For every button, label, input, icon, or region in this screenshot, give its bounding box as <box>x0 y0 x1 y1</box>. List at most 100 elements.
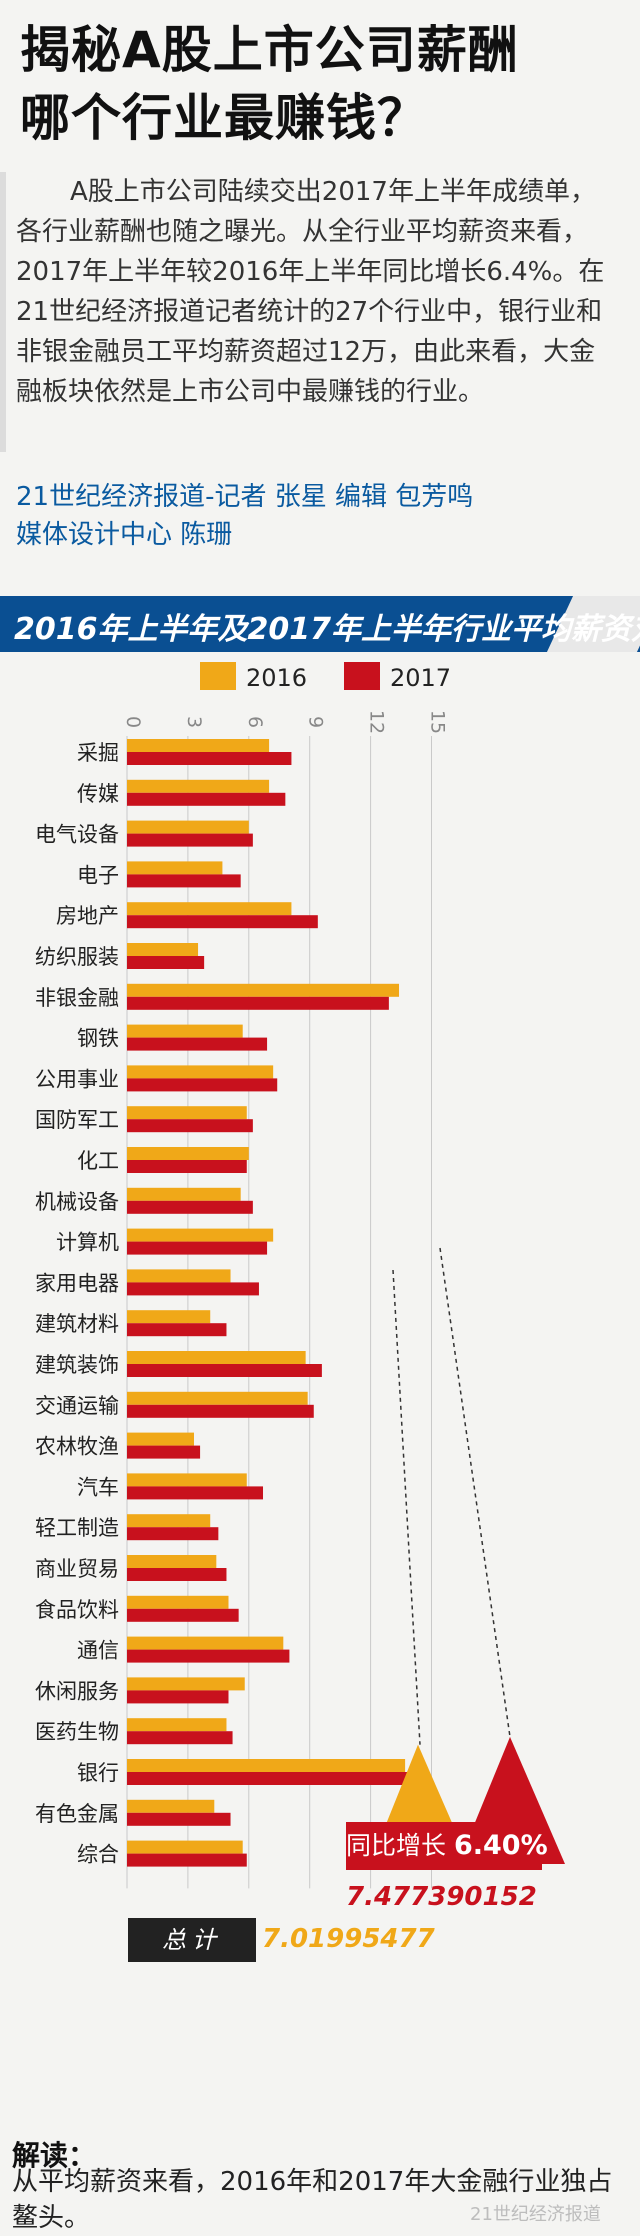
bar-2016 <box>127 1514 211 1528</box>
page-title-line1: 揭秘A股上市公司薪酬 <box>20 21 519 79</box>
bar-2016 <box>127 1187 241 1201</box>
bar-2016 <box>127 1636 284 1650</box>
category-label: 交通运输 <box>35 1394 119 1418</box>
bar-2017 <box>127 1037 268 1051</box>
bar-2016 <box>127 779 270 793</box>
bar-2017 <box>127 1160 247 1173</box>
category-label: 非银金融 <box>35 986 119 1010</box>
bar-2017 <box>127 1812 231 1826</box>
salary-bar-chart: 2016 2017 0 3 6 9 12 15 采掘传媒电气设备电子房地产纺织服装非银金融钢铁公… <box>35 662 565 1889</box>
bar-2017 <box>127 874 241 888</box>
bar-2017 <box>127 1323 227 1337</box>
bar-2016 <box>127 1065 274 1079</box>
bar-2017 <box>127 1078 278 1092</box>
bar-2017 <box>127 996 389 1010</box>
category-label: 电气设备 <box>35 823 119 847</box>
total-2016-value: 7.01995477 <box>262 1924 435 1954</box>
category-label: 医药生物 <box>35 1720 119 1744</box>
growth-badge: 同比增长 6.40% <box>346 1822 548 1870</box>
bar-2017 <box>127 1568 227 1581</box>
category-label: 采掘 <box>77 741 119 765</box>
category-label: 电子 <box>77 863 119 887</box>
legend-label-2017: 2017 <box>390 664 451 692</box>
category-label: 传媒 <box>77 782 119 806</box>
legend-label-2016: 2016 <box>246 664 307 692</box>
bar-2016 <box>127 1147 249 1160</box>
bar-2016 <box>127 1555 217 1568</box>
category-label: 轻工制造 <box>35 1516 119 1540</box>
category-label: 化工 <box>77 1149 119 1173</box>
tick-label: 9 <box>305 716 327 728</box>
chart-title-ribbon: 2016年上半年及2017年上半年行业平均薪资对比 <box>0 596 640 652</box>
bar-2016 <box>127 861 223 875</box>
bar-2016 <box>127 1432 194 1446</box>
category-label: 公用事业 <box>35 1067 119 1091</box>
tick-label: 0 <box>122 716 144 728</box>
bar-2016 <box>127 1718 227 1732</box>
chart-title: 2016年上半年及2017年上半年行业平均薪资对比 <box>14 612 640 647</box>
tick-label: 6 <box>244 716 266 728</box>
analysis-heading: 解读： <box>12 2139 97 2172</box>
category-label: 国防军工 <box>35 1108 119 1132</box>
leader-2016 <box>392 1269 421 1745</box>
bar-2016 <box>127 1106 247 1120</box>
bar-2017 <box>127 1853 247 1867</box>
bar-2016 <box>127 1351 306 1364</box>
bar-2017 <box>127 1282 259 1296</box>
header: 揭秘A股上市公司薪酬 哪个行业最赚钱？ A股上市公司陆续交出2017年上半年成绩… <box>0 0 640 620</box>
bar-2016 <box>127 983 400 997</box>
category-label: 商业贸易 <box>35 1557 119 1581</box>
category-label: 综合 <box>77 1843 119 1867</box>
category-label: 通信 <box>77 1639 119 1663</box>
bar-2017 <box>127 1241 268 1255</box>
bar-2016 <box>127 902 292 916</box>
bar-2016 <box>127 1473 247 1487</box>
bar-2017 <box>127 1404 314 1418</box>
page-title-line2: 哪个行业最赚钱？ <box>20 89 428 147</box>
total-label: 总计 <box>128 1918 256 1962</box>
bar-2017 <box>127 1486 264 1500</box>
bar-2016 <box>127 1677 245 1691</box>
bar-2016 <box>127 820 249 834</box>
bar-2017 <box>127 1364 322 1377</box>
bar-2016 <box>127 1310 211 1324</box>
analysis-text: 从平均薪资来看，2016年和2017年大金融行业独占鳌头。 <box>12 2167 613 2233</box>
bar-2016 <box>127 1269 231 1283</box>
leader-2017 <box>439 1247 511 1737</box>
credit-authors: 21世纪经济报道-记者 张星 编辑 包芳鸣 <box>16 482 474 512</box>
bar-2017 <box>127 833 253 847</box>
bar-2017 <box>127 1649 290 1663</box>
bar-2017 <box>127 1608 239 1622</box>
category-label: 有色金属 <box>35 1802 119 1826</box>
category-label: 食品饮料 <box>35 1598 119 1622</box>
category-label: 休闲服务 <box>35 1679 119 1703</box>
bar-2016 <box>127 1024 243 1038</box>
category-label: 农林牧渔 <box>35 1435 119 1459</box>
bar-2017 <box>127 1527 219 1541</box>
bar-2017 <box>127 1200 253 1214</box>
bar-2016 <box>127 739 270 752</box>
tick-label: 15 <box>427 710 449 734</box>
category-label: 建筑材料 <box>35 1312 119 1336</box>
bar-2016 <box>127 1391 308 1405</box>
intro-paragraph: A股上市公司陆续交出2017年上半年成绩单，各行业薪酬也随之曝光。从全行业平均薪… <box>16 177 605 407</box>
category-label: 房地产 <box>56 904 119 928</box>
category-label: 钢铁 <box>77 1027 119 1051</box>
credit-design: 媒体设计中心 陈珊 <box>16 520 233 550</box>
bar-2017 <box>127 915 318 929</box>
legend-swatch-2017 <box>344 662 380 690</box>
bar-2017 <box>127 1119 253 1133</box>
legend-swatch-2016 <box>200 662 236 690</box>
bar-2016 <box>127 1799 215 1813</box>
category-label: 家用电器 <box>35 1271 119 1295</box>
total-2017-value: 7.477390152 <box>346 1882 537 1912</box>
tick-label: 3 <box>183 716 205 728</box>
bar-2017 <box>127 1772 408 1785</box>
bar-2016 <box>127 1759 406 1772</box>
bar-2017 <box>127 956 205 969</box>
growth-label: 同比增长 <box>346 1831 447 1860</box>
bar-2017 <box>127 1690 229 1704</box>
intro-decoration <box>0 172 6 452</box>
category-label: 建筑装饰 <box>35 1353 119 1377</box>
bar-2017 <box>127 752 292 765</box>
